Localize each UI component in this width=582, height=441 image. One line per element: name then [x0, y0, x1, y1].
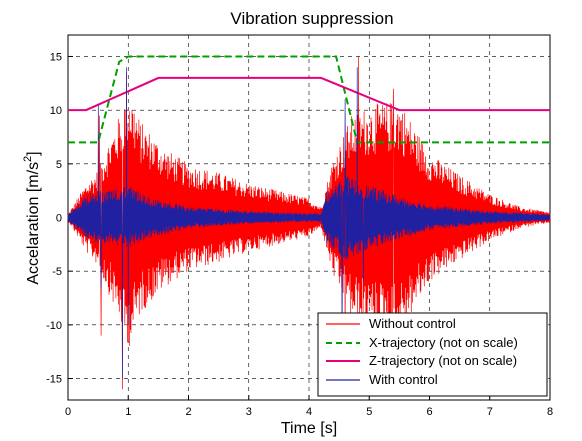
x-tick-label: 2 — [185, 406, 191, 418]
series-line-z-trajectory-not-on-scale — [68, 76, 550, 112]
y-tick-label: -15 — [46, 374, 62, 386]
series-line-without-control — [67, 56, 551, 390]
chart-title: Vibration suppression — [230, 9, 393, 28]
legend-label-without-control: Without control — [369, 316, 456, 331]
y-axis-label-base: Accelaration [m/s — [25, 162, 42, 285]
series-line-x-trajectory-not-on-scale — [68, 55, 550, 144]
x-tick-label: 3 — [246, 406, 252, 418]
x-tick-label: 1 — [125, 406, 131, 418]
y-tick-label: 0 — [56, 213, 62, 225]
y-axis-label: Accelaration [m/s2] — [22, 151, 42, 284]
x-tick-label: 5 — [366, 406, 372, 418]
x-tick-label: 8 — [547, 406, 553, 418]
y-tick-label: -10 — [46, 320, 62, 332]
y-tick-label: 15 — [50, 51, 62, 63]
y-tick-label: -5 — [52, 266, 62, 278]
x-tick-label: 6 — [426, 406, 432, 418]
legend-box — [317, 312, 548, 397]
y-tick-label: 5 — [56, 159, 62, 171]
x-axis-ticks: 0 1 2 3 4 5 6 7 8 — [65, 395, 553, 418]
legend-label-z-trajectory: Z-trajectory (not on scale) — [369, 353, 517, 368]
y-axis-label-end: ] — [25, 151, 42, 155]
x-tick-label: 7 — [487, 406, 493, 418]
y-tick-label: 10 — [50, 105, 62, 117]
x-axis-label: Time [s] — [281, 420, 337, 437]
legend: Without control X-trajectory (not on sca… — [317, 312, 548, 397]
series-layer — [67, 55, 551, 390]
series-line-with-control — [67, 67, 551, 379]
legend-label-with-control: With control — [369, 372, 438, 387]
x-tick-label: 0 — [65, 406, 71, 418]
y-axis-ticks: -15 -10 -5 0 5 10 15 — [46, 51, 73, 386]
legend-label-x-trajectory: X-trajectory (not on scale) — [369, 335, 518, 350]
x-tick-label: 4 — [306, 406, 312, 418]
y-axis-label-sup: 2 — [22, 156, 34, 162]
